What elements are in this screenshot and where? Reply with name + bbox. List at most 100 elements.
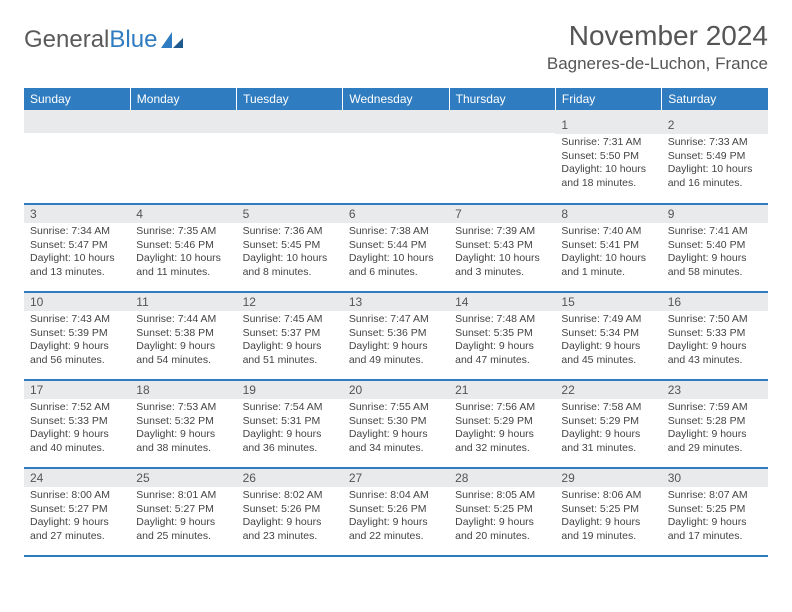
calendar-day-cell: 3Sunrise: 7:34 AMSunset: 5:47 PMDaylight… <box>24 204 130 292</box>
daylight-text: Daylight: 9 hours and 40 minutes. <box>30 428 124 455</box>
sunset-text: Sunset: 5:37 PM <box>243 327 337 341</box>
day-details: Sunrise: 7:50 AMSunset: 5:33 PMDaylight:… <box>662 311 768 372</box>
sunrise-text: Sunrise: 8:06 AM <box>561 489 655 503</box>
calendar-day-cell: 13Sunrise: 7:47 AMSunset: 5:36 PMDayligh… <box>343 292 449 380</box>
sunrise-text: Sunrise: 7:35 AM <box>136 225 230 239</box>
day-details: Sunrise: 7:59 AMSunset: 5:28 PMDaylight:… <box>662 399 768 460</box>
weekday-header: Saturday <box>662 88 768 110</box>
calendar-day-cell: 2Sunrise: 7:33 AMSunset: 5:49 PMDaylight… <box>662 116 768 204</box>
sunrise-text: Sunrise: 7:39 AM <box>455 225 549 239</box>
daylight-text: Daylight: 10 hours and 13 minutes. <box>30 252 124 279</box>
sunset-text: Sunset: 5:34 PM <box>561 327 655 341</box>
sunset-text: Sunset: 5:27 PM <box>136 503 230 517</box>
day-number: 23 <box>662 381 768 399</box>
sunset-text: Sunset: 5:35 PM <box>455 327 549 341</box>
calendar-day-cell: 27Sunrise: 8:04 AMSunset: 5:26 PMDayligh… <box>343 468 449 556</box>
sunset-text: Sunset: 5:33 PM <box>30 415 124 429</box>
day-details: Sunrise: 8:07 AMSunset: 5:25 PMDaylight:… <box>662 487 768 548</box>
day-details: Sunrise: 7:48 AMSunset: 5:35 PMDaylight:… <box>449 311 555 372</box>
day-details: Sunrise: 7:36 AMSunset: 5:45 PMDaylight:… <box>237 223 343 284</box>
header: GeneralBlue November 2024 Bagneres-de-Lu… <box>24 20 768 74</box>
day-details: Sunrise: 8:01 AMSunset: 5:27 PMDaylight:… <box>130 487 236 548</box>
logo-text-1: General <box>24 26 109 54</box>
daylight-text: Daylight: 9 hours and 32 minutes. <box>455 428 549 455</box>
sunset-text: Sunset: 5:38 PM <box>136 327 230 341</box>
day-number <box>449 116 555 133</box>
month-title: November 2024 <box>547 20 768 52</box>
day-number <box>343 116 449 133</box>
daylight-text: Daylight: 10 hours and 16 minutes. <box>668 163 762 190</box>
sunset-text: Sunset: 5:31 PM <box>243 415 337 429</box>
calendar-day-cell: 9Sunrise: 7:41 AMSunset: 5:40 PMDaylight… <box>662 204 768 292</box>
day-number: 27 <box>343 469 449 487</box>
day-details: Sunrise: 7:45 AMSunset: 5:37 PMDaylight:… <box>237 311 343 372</box>
day-details: Sunrise: 8:02 AMSunset: 5:26 PMDaylight:… <box>237 487 343 548</box>
sunset-text: Sunset: 5:36 PM <box>349 327 443 341</box>
calendar-day-cell: 24Sunrise: 8:00 AMSunset: 5:27 PMDayligh… <box>24 468 130 556</box>
sunset-text: Sunset: 5:49 PM <box>668 150 762 164</box>
weekday-header: Tuesday <box>237 88 343 110</box>
day-number: 9 <box>662 205 768 223</box>
day-details: Sunrise: 7:39 AMSunset: 5:43 PMDaylight:… <box>449 223 555 284</box>
sunrise-text: Sunrise: 7:55 AM <box>349 401 443 415</box>
day-details: Sunrise: 7:31 AMSunset: 5:50 PMDaylight:… <box>555 134 661 195</box>
day-details: Sunrise: 8:05 AMSunset: 5:25 PMDaylight:… <box>449 487 555 548</box>
daylight-text: Daylight: 9 hours and 31 minutes. <box>561 428 655 455</box>
sunrise-text: Sunrise: 7:44 AM <box>136 313 230 327</box>
sunset-text: Sunset: 5:39 PM <box>30 327 124 341</box>
day-number: 15 <box>555 293 661 311</box>
sunset-text: Sunset: 5:33 PM <box>668 327 762 341</box>
sunrise-text: Sunrise: 7:52 AM <box>30 401 124 415</box>
day-details: Sunrise: 7:52 AMSunset: 5:33 PMDaylight:… <box>24 399 130 460</box>
calendar-day-cell: 26Sunrise: 8:02 AMSunset: 5:26 PMDayligh… <box>237 468 343 556</box>
calendar-day-cell: 18Sunrise: 7:53 AMSunset: 5:32 PMDayligh… <box>130 380 236 468</box>
calendar-day-cell <box>343 116 449 204</box>
weekday-header: Sunday <box>24 88 130 110</box>
day-number: 26 <box>237 469 343 487</box>
location: Bagneres-de-Luchon, France <box>547 54 768 74</box>
sunrise-text: Sunrise: 7:59 AM <box>668 401 762 415</box>
day-details: Sunrise: 8:00 AMSunset: 5:27 PMDaylight:… <box>24 487 130 548</box>
sunset-text: Sunset: 5:43 PM <box>455 239 549 253</box>
sunrise-text: Sunrise: 7:58 AM <box>561 401 655 415</box>
day-details: Sunrise: 7:33 AMSunset: 5:49 PMDaylight:… <box>662 134 768 195</box>
sunrise-text: Sunrise: 7:56 AM <box>455 401 549 415</box>
day-number: 10 <box>24 293 130 311</box>
day-details: Sunrise: 7:40 AMSunset: 5:41 PMDaylight:… <box>555 223 661 284</box>
day-number: 14 <box>449 293 555 311</box>
calendar-day-cell <box>24 116 130 204</box>
sunrise-text: Sunrise: 7:45 AM <box>243 313 337 327</box>
calendar-day-cell: 8Sunrise: 7:40 AMSunset: 5:41 PMDaylight… <box>555 204 661 292</box>
sunrise-text: Sunrise: 7:43 AM <box>30 313 124 327</box>
day-number: 17 <box>24 381 130 399</box>
day-details: Sunrise: 7:44 AMSunset: 5:38 PMDaylight:… <box>130 311 236 372</box>
calendar-day-cell <box>130 116 236 204</box>
sunrise-text: Sunrise: 7:49 AM <box>561 313 655 327</box>
daylight-text: Daylight: 9 hours and 58 minutes. <box>668 252 762 279</box>
day-number: 24 <box>24 469 130 487</box>
calendar-day-cell: 14Sunrise: 7:48 AMSunset: 5:35 PMDayligh… <box>449 292 555 380</box>
weekday-header: Friday <box>555 88 661 110</box>
sunrise-text: Sunrise: 7:31 AM <box>561 136 655 150</box>
day-details: Sunrise: 7:55 AMSunset: 5:30 PMDaylight:… <box>343 399 449 460</box>
sunset-text: Sunset: 5:47 PM <box>30 239 124 253</box>
calendar-day-cell <box>449 116 555 204</box>
calendar-week-row: 3Sunrise: 7:34 AMSunset: 5:47 PMDaylight… <box>24 204 768 292</box>
sunrise-text: Sunrise: 8:02 AM <box>243 489 337 503</box>
sunrise-text: Sunrise: 7:40 AM <box>561 225 655 239</box>
calendar-day-cell: 4Sunrise: 7:35 AMSunset: 5:46 PMDaylight… <box>130 204 236 292</box>
day-details: Sunrise: 7:49 AMSunset: 5:34 PMDaylight:… <box>555 311 661 372</box>
sunset-text: Sunset: 5:25 PM <box>561 503 655 517</box>
day-number: 8 <box>555 205 661 223</box>
calendar-day-cell: 19Sunrise: 7:54 AMSunset: 5:31 PMDayligh… <box>237 380 343 468</box>
day-number <box>130 116 236 133</box>
day-number: 3 <box>24 205 130 223</box>
day-number: 4 <box>130 205 236 223</box>
sunrise-text: Sunrise: 7:41 AM <box>668 225 762 239</box>
sunset-text: Sunset: 5:25 PM <box>668 503 762 517</box>
sunrise-text: Sunrise: 7:50 AM <box>668 313 762 327</box>
sunset-text: Sunset: 5:50 PM <box>561 150 655 164</box>
daylight-text: Daylight: 9 hours and 38 minutes. <box>136 428 230 455</box>
sunrise-text: Sunrise: 8:05 AM <box>455 489 549 503</box>
day-number: 6 <box>343 205 449 223</box>
